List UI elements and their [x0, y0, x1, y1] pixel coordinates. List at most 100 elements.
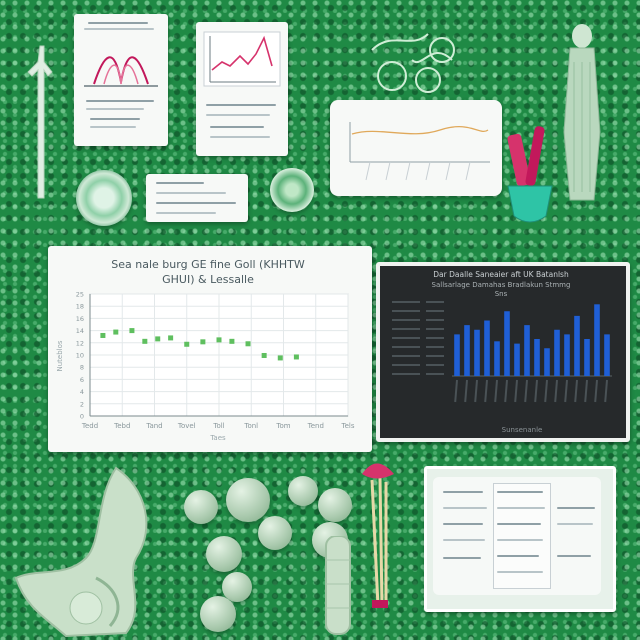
bar: [594, 304, 600, 376]
x-axis-label: Taes: [209, 434, 226, 442]
x-tick-label: Tebd: [113, 422, 130, 430]
scatter-point: [229, 338, 235, 344]
flower-chart-paper: [74, 14, 168, 146]
flask-illustration: [507, 126, 553, 223]
bar: [544, 348, 550, 376]
bar: [554, 329, 560, 376]
chart-title-line-2: GHUI) & Lessalle: [162, 273, 254, 286]
x-tick-label: Tovel: [177, 422, 196, 430]
x-tick-label: Tand: [145, 422, 162, 430]
line-graph-illustration: [203, 31, 281, 87]
bar: [584, 339, 590, 376]
bar: [534, 339, 540, 376]
bar-chart-footer: Sunsenanle: [502, 426, 543, 434]
table-card: [424, 466, 616, 612]
bar-x-tick-mark: [524, 379, 528, 403]
bar: [514, 343, 520, 376]
bar-x-tick-mark: [584, 379, 588, 403]
bar-x-tick-mark: [484, 379, 488, 403]
x-tick-label: Tedd: [81, 422, 98, 430]
flower-stems-illustration: [362, 463, 394, 608]
organ-sculpture-illustration: [14, 466, 148, 638]
sphere-illustration-3: [206, 536, 242, 572]
scatter-chart-card: Sea nale burg GE fine Goll (KHHTW GHUI) …: [48, 246, 372, 452]
scatter-point: [184, 341, 190, 347]
y-tick-label: 14: [76, 327, 84, 335]
scatter-point: [261, 352, 267, 358]
cell-illustration: [270, 168, 314, 212]
statue-illustration: [563, 24, 601, 201]
sphere-illustration-2: [226, 478, 270, 522]
sphere-illustration-4: [258, 516, 292, 550]
y-tick-label: 6: [80, 376, 84, 384]
y-tick-label: 8: [80, 364, 84, 372]
scatter-point: [168, 335, 174, 341]
scatter-point: [245, 341, 251, 347]
bar-x-tick-mark: [514, 379, 518, 403]
y-tick-label: 0: [80, 413, 84, 421]
bar-x-tick-mark: [494, 379, 498, 403]
mini-area-chart: [349, 122, 490, 181]
bar: [604, 334, 610, 376]
bar-x-tick-mark: [544, 379, 548, 403]
bar-x-tick-mark: [604, 379, 608, 403]
bar-chart-title-line-2: Sallsarlage Damahas Bradlakun Stmmg: [432, 281, 571, 289]
chart-title-line-1: Sea nale burg GE fine Goll (KHHTW: [111, 258, 305, 271]
note-card: [146, 174, 248, 222]
bar: [574, 315, 580, 376]
x-tick-label: Tend: [307, 422, 324, 430]
scatter-point: [200, 339, 206, 345]
bar: [454, 334, 460, 376]
sphere-illustration-7: [288, 476, 318, 506]
bar-x-tick-mark: [454, 379, 458, 403]
y-tick-label: 2: [80, 400, 84, 408]
bar-x-tick-mark: [594, 379, 598, 403]
table-inner: [433, 477, 601, 595]
pipette-illustration: [27, 45, 53, 199]
scatter-point: [216, 337, 222, 343]
petri-dish-illustration: [76, 170, 132, 226]
bar-x-tick-mark: [464, 379, 468, 403]
bar-chart: Dar Daalle Saneaier aft UK Batanlsh Sall…: [380, 266, 626, 438]
scatter-point: [100, 332, 106, 338]
bar: [474, 329, 480, 376]
scatter-chart: Sea nale burg GE fine Goll (KHHTW GHUI) …: [56, 258, 355, 442]
sphere-illustration-1: [184, 490, 218, 524]
bar: [524, 325, 530, 376]
x-tick-label: Tonl: [243, 422, 258, 430]
bar-x-tick-mark: [474, 379, 478, 403]
x-tick-label: Tom: [275, 422, 290, 430]
bar-x-tick-mark: [554, 379, 558, 403]
scatter-point: [277, 355, 283, 361]
y-tick-label: 18: [76, 303, 84, 311]
bar-chart-title-line-3: Sns: [495, 290, 508, 298]
sphere-illustration-6: [200, 596, 236, 632]
sphere-illustration-8: [318, 488, 352, 522]
y-tick-label: 16: [76, 315, 84, 323]
flower-illustration: [84, 56, 158, 87]
bar-x-tick-mark: [504, 379, 508, 403]
plant-cells-illustration: [371, 33, 455, 93]
scatter-point: [142, 338, 148, 344]
scatter-point: [129, 328, 135, 334]
bar-chart-title-line-1: Dar Daalle Saneaier aft UK Batanlsh: [433, 270, 569, 279]
line-graph-paper: [196, 22, 288, 156]
bar: [564, 334, 570, 376]
bar-chart-card: Dar Daalle Saneaier aft UK Batanlsh Sall…: [376, 262, 630, 442]
y-axis-label: Nuteblos: [56, 340, 64, 371]
bar-x-tick-mark: [534, 379, 538, 403]
bone-column-illustration: [325, 536, 351, 635]
bar: [504, 311, 510, 376]
sphere-illustration-5: [222, 572, 252, 602]
small-chart-card: [330, 100, 502, 196]
scatter-point: [155, 336, 161, 342]
y-tick-label: 4: [80, 388, 84, 396]
scatter-point: [113, 329, 119, 335]
bar: [494, 341, 500, 376]
x-tick-label: Tels: [341, 422, 355, 430]
x-tick-label: Toll: [212, 422, 224, 430]
scatter-point: [293, 354, 299, 360]
bar: [464, 325, 470, 376]
bar-x-tick-mark: [574, 379, 578, 403]
